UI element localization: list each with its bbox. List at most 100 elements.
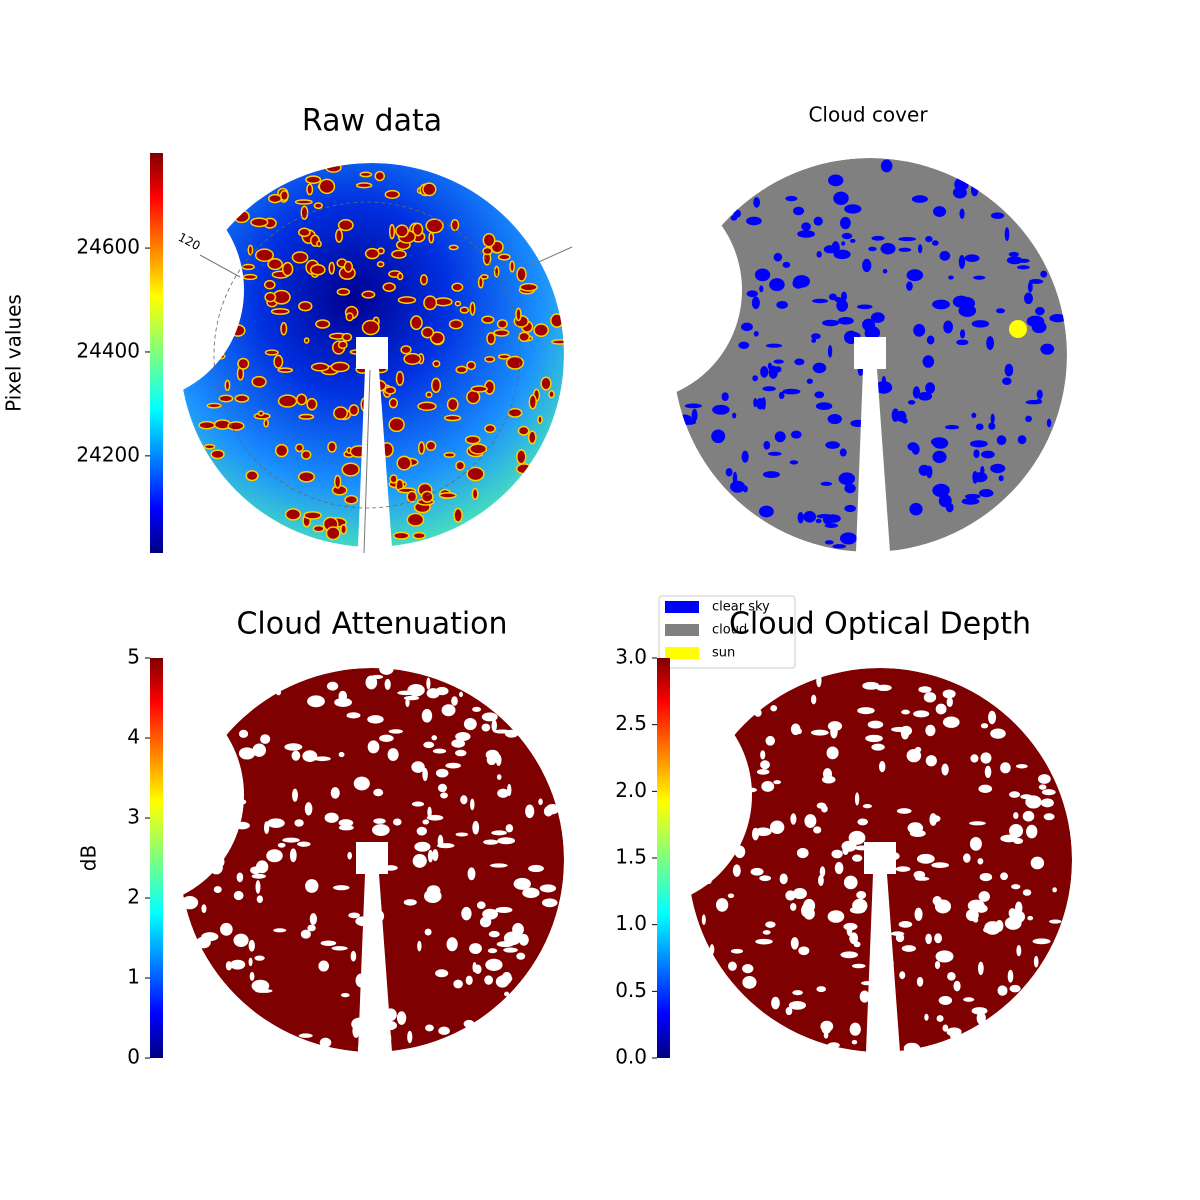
colorbar-tick-label: 2.0 <box>615 778 647 802</box>
image-blob <box>980 752 992 764</box>
image-blob <box>857 512 870 522</box>
legend-swatch[interactable] <box>665 601 699 613</box>
image-blob <box>355 916 373 927</box>
image-blob <box>312 524 325 533</box>
image-blob <box>454 300 462 307</box>
panel-title: Cloud Optical Depth <box>729 607 1031 642</box>
colorbar-tick-label: 0 <box>127 1045 140 1069</box>
image-blob <box>926 335 935 345</box>
image-blob <box>488 930 500 938</box>
legend-swatch[interactable] <box>665 647 699 659</box>
image-blob <box>806 378 813 384</box>
image-blob <box>368 971 382 976</box>
image-blob <box>316 240 322 248</box>
image-blob <box>1040 343 1055 355</box>
image-blob <box>875 684 892 692</box>
image-blob <box>481 712 498 722</box>
image-blob <box>425 440 437 452</box>
image-blob <box>227 317 235 328</box>
image-blob <box>297 471 316 483</box>
image-blob <box>372 407 380 415</box>
image-blob <box>741 322 753 332</box>
image-blob <box>539 884 557 893</box>
image-blob <box>996 435 1007 446</box>
image-blob <box>273 354 284 369</box>
image-blob <box>330 787 340 799</box>
image-blob <box>474 964 482 974</box>
image-blob <box>1002 377 1012 385</box>
image-blob <box>296 393 308 406</box>
colorbar-tick-label: 1.5 <box>615 845 647 869</box>
colorbar-tick-label: 2 <box>127 885 140 909</box>
image-blob <box>929 813 937 826</box>
image-blob <box>397 690 416 696</box>
image-blob <box>412 222 424 237</box>
image-blob <box>852 854 863 862</box>
image-blob <box>335 228 344 243</box>
image-blob <box>964 493 981 500</box>
image-blob <box>760 750 766 760</box>
image-blob <box>819 866 826 878</box>
legend-swatch[interactable] <box>665 624 699 636</box>
image-blob <box>934 933 943 944</box>
image-blob <box>712 830 718 841</box>
image-blob <box>411 761 425 773</box>
image-blob <box>823 245 837 254</box>
image-blob <box>983 927 990 933</box>
image-blob <box>970 754 979 763</box>
image-blob <box>773 780 782 785</box>
legend-label: clear sky <box>712 600 770 615</box>
image-blob <box>302 750 318 762</box>
image-blob <box>1016 944 1022 957</box>
image-blob <box>484 356 496 363</box>
image-blob <box>1033 955 1039 968</box>
image-blob <box>422 767 428 782</box>
image-blob <box>382 282 396 292</box>
image-blob <box>279 189 289 202</box>
image-blob <box>303 337 310 344</box>
image-blob <box>537 415 543 425</box>
image-blob <box>1004 227 1010 242</box>
image-blob <box>851 963 866 969</box>
image-blob <box>470 798 475 811</box>
image-blob <box>828 174 844 187</box>
image-blob <box>857 365 864 376</box>
image-blob <box>680 362 689 373</box>
image-blob <box>734 845 746 859</box>
image-blob <box>909 502 923 516</box>
image-blob <box>453 507 463 523</box>
image-blob <box>337 219 354 232</box>
image-blob <box>463 1019 475 1028</box>
image-blob <box>249 971 255 981</box>
image-blob <box>741 450 749 463</box>
image-blob <box>963 997 975 1002</box>
image-blob <box>871 743 885 751</box>
image-blob <box>455 460 466 471</box>
image-blob <box>459 691 464 697</box>
image-blob <box>793 275 811 288</box>
image-blob <box>280 322 288 336</box>
image-blob <box>446 397 459 412</box>
image-blob <box>932 437 949 449</box>
image-blob <box>550 313 564 328</box>
image-blob <box>711 315 717 329</box>
image-blob <box>849 932 859 945</box>
image-blob <box>493 328 510 337</box>
image-blob <box>307 695 325 708</box>
image-blob <box>248 957 253 967</box>
image-blob <box>973 275 986 280</box>
image-blob <box>469 301 476 316</box>
image-blob <box>367 953 384 959</box>
image-blob <box>482 232 496 248</box>
image-blob <box>256 860 269 874</box>
image-blob <box>213 886 222 893</box>
image-blob <box>862 320 872 326</box>
image-blob <box>234 394 250 403</box>
image-blob <box>732 412 737 419</box>
image-blob <box>463 718 477 731</box>
image-blob <box>426 677 431 690</box>
image-blob <box>255 880 261 894</box>
image-blob <box>432 360 441 368</box>
image-blob <box>1013 837 1024 844</box>
image-blob <box>206 351 220 359</box>
